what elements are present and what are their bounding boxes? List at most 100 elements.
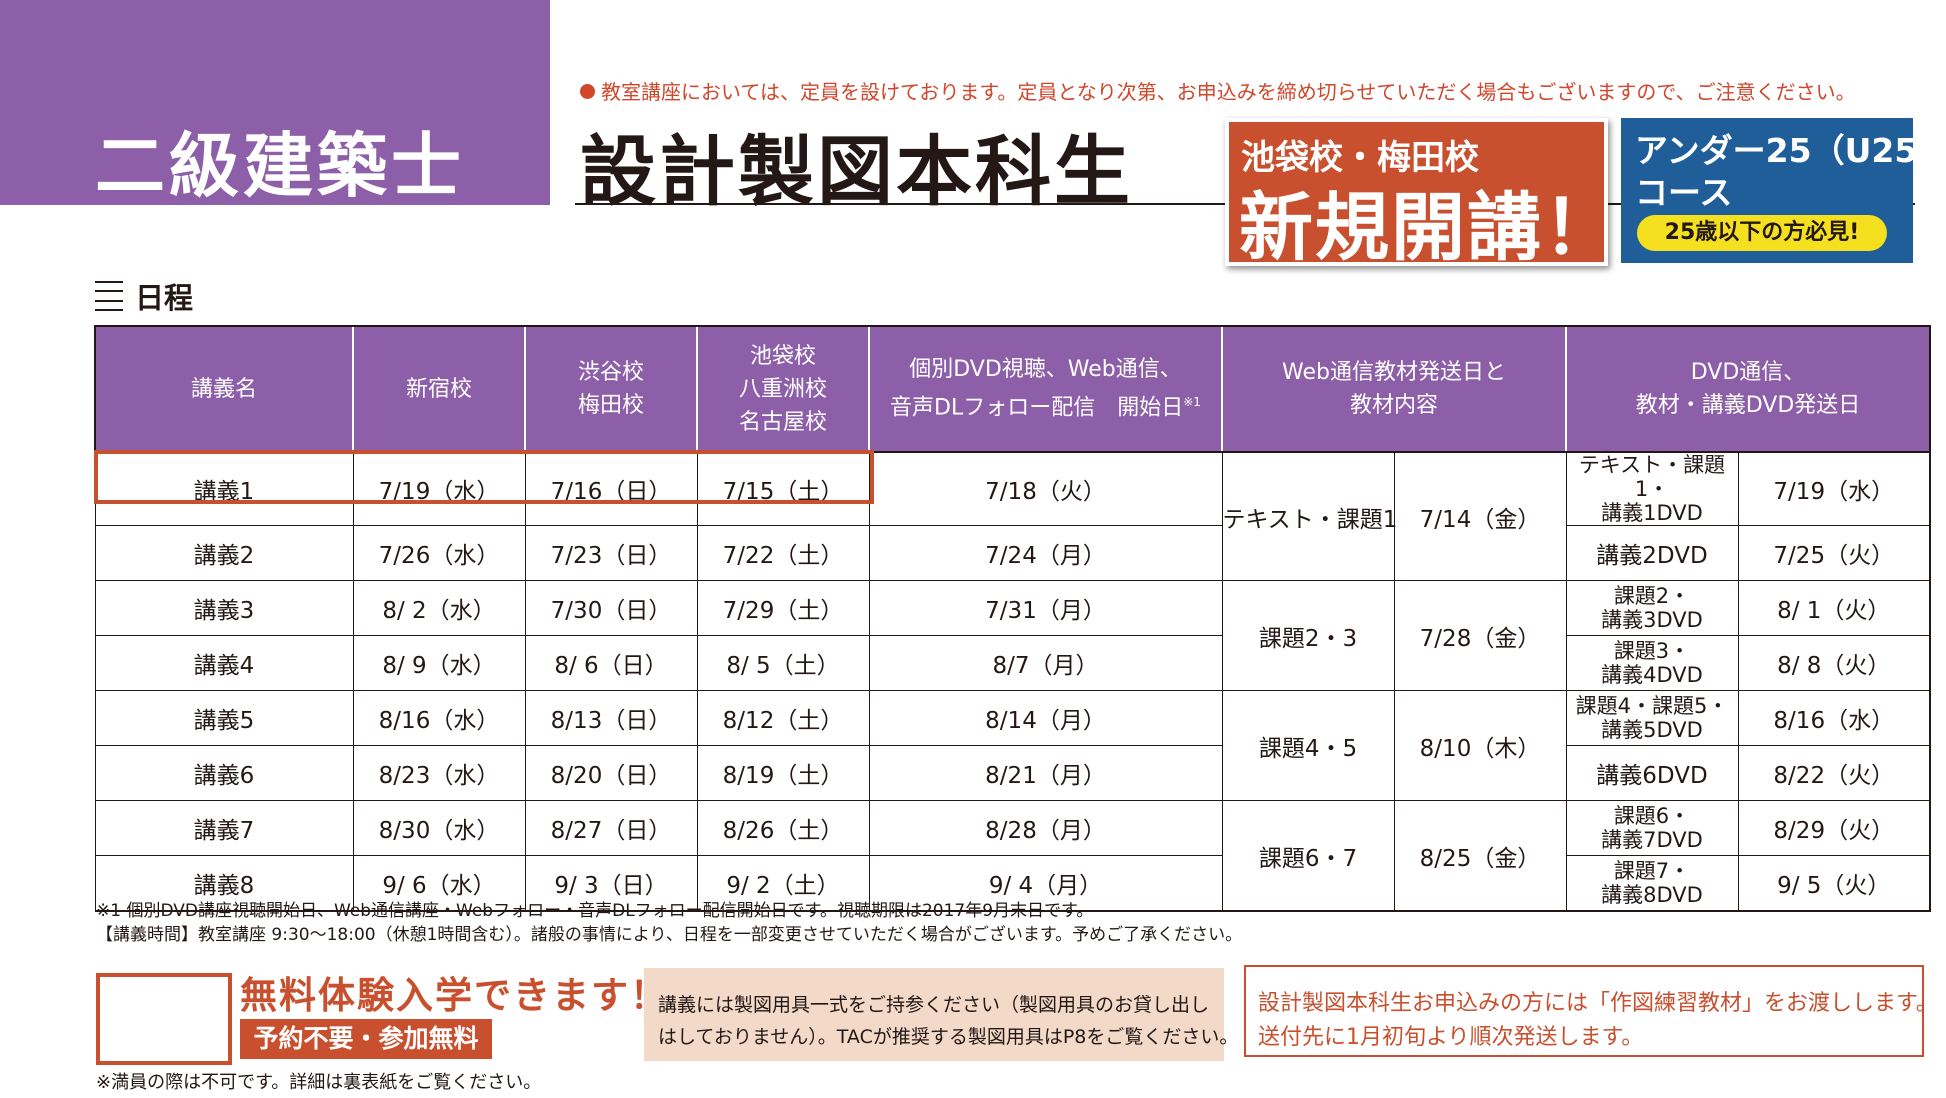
shibuya-date: 8/27（日）	[524, 800, 698, 856]
col-shinjuku: 新宿校	[352, 325, 525, 453]
capacity-notice: 教室講座においては、定員を設けております。定員となり次第、お申込みを締め切らせて…	[580, 76, 1856, 105]
u25-badge-line2: コース	[1635, 173, 1733, 212]
lecture-name: 講義2	[94, 525, 354, 581]
shinjuku-date: 8/16（水）	[352, 690, 526, 746]
trial-footnote: ※満員の際は不可です。詳細は裏表紙をご覧ください。	[96, 1072, 542, 1093]
dvd-date: 9/ 5（火）	[1737, 855, 1932, 912]
dvd-date: 8/29（火）	[1737, 800, 1932, 856]
dvd-item: 講義6DVD	[1565, 745, 1739, 801]
table-row: 講義5 8/16（水） 8/13（日） 8/12（土） 8/14（月） 課題4・…	[94, 690, 1932, 801]
shinjuku-date: 8/30（水）	[352, 800, 526, 856]
drafting-tools-notice: 講義には製図用具一式をご持参ください（製図用具のお貸し出し はしておりません）。…	[644, 968, 1238, 1061]
new-badge-headline: 新規開講！	[1239, 185, 1619, 271]
table-row: 講義2 7/26（水） 7/23（日） 7/22（土） 7/24（月） 講義2D…	[94, 525, 1932, 581]
start-date: 8/14（月）	[868, 690, 1223, 746]
gift-notice-line1: 設計製図本科生お申込みの方には「作図練習教材」をお渡しします。	[1258, 991, 1938, 1016]
dvd-date: 8/ 1（火）	[1737, 580, 1932, 636]
ikebukuro-date: 8/ 5（土）	[696, 635, 870, 691]
dvd-date: 8/16（水）	[1737, 690, 1932, 746]
dvd-item-line2: 講義7DVD	[1601, 828, 1703, 852]
dvd-item-line2: 講義5DVD	[1601, 718, 1703, 742]
col-shibuya-line2: 梅田校	[577, 393, 644, 418]
col-dvd-shipping: DVD通信、 教材・講義DVD発送日	[1564, 325, 1932, 453]
dvd-item-line1: 課題4・課題5・	[1575, 694, 1729, 718]
dvd-item-line1: 課題6・	[1613, 804, 1691, 828]
capacity-notice-text: 教室講座においては、定員を設けております。定員となり次第、お申込みを締め切らせて…	[601, 80, 1856, 104]
col-web-shipping: Web通信教材発送日と 教材内容	[1221, 325, 1566, 453]
dvd-item: 講義2DVD	[1565, 525, 1739, 581]
dvd-item-line2: 講義3DVD	[1601, 608, 1703, 632]
schedule-heading: 日程	[95, 275, 193, 317]
web-content: 課題2・3	[1221, 580, 1395, 691]
dvd-item-line1: 課題7・	[1613, 859, 1691, 883]
new-badge-campuses: 池袋校・梅田校	[1241, 138, 1479, 178]
ikebukuro-date: 9/ 2（土）	[696, 855, 870, 912]
ikebukuro-date: 8/19（土）	[696, 745, 870, 801]
col-lecture: 講義名	[94, 325, 353, 453]
new-course-badge: 池袋校・梅田校 新規開講！	[1225, 118, 1617, 271]
col-ikebukuro: 池袋校 八重洲校 名古屋校	[696, 325, 869, 453]
col-dvd-start-note: ※1	[1183, 395, 1201, 410]
start-date: 9/ 4（月）	[868, 855, 1223, 912]
practice-material-notice: 設計製図本科生お申込みの方には「作図練習教材」をお渡しします。 送付先に1月初旬…	[1244, 965, 1938, 1057]
table-row: 講義6 8/23（水） 8/20（日） 8/19（土） 8/21（月） 講義6D…	[94, 745, 1932, 801]
shibuya-date: 8/ 6（日）	[524, 635, 698, 691]
dvd-date: 8/ 8（火）	[1737, 635, 1932, 691]
dvd-item-line1: 課題2・	[1613, 584, 1691, 608]
dvd-item: 課題2・ 講義3DVD	[1565, 580, 1739, 636]
web-date: 7/14（金）	[1393, 451, 1567, 581]
shinjuku-date: 8/ 9（水）	[352, 635, 526, 691]
heading-lines-icon	[95, 281, 123, 311]
dvd-item-line2: 講義8DVD	[1601, 883, 1703, 907]
shibuya-date: 7/23（日）	[524, 525, 698, 581]
web-content: 課題4・5	[1221, 690, 1395, 801]
start-date: 8/7（月）	[868, 635, 1223, 691]
exam-name: 二級建築士	[95, 125, 465, 207]
table-row: 講義7 8/30（水） 8/27（日） 8/26（土） 8/28（月） 課題6・…	[94, 800, 1932, 912]
gift-notice-line2: 送付先に1月初旬より順次発送します。	[1258, 1025, 1644, 1050]
web-content: テキスト・課題1	[1221, 451, 1397, 581]
lecture-name: 講義7	[94, 800, 354, 856]
col-ikebukuro-line2: 八重洲校	[738, 376, 827, 402]
shinjuku-date: 8/23（水）	[352, 745, 526, 801]
start-date: 8/28（月）	[868, 800, 1223, 856]
col-dvd-start: 個別DVD視聴、Web通信、音声DLフォロー配信 開始日※1	[868, 325, 1222, 453]
lecture-name: 講義4	[94, 635, 354, 691]
lecture-name: 講義6	[94, 745, 354, 801]
tools-notice-line2: はしておりません）。TACが推奨する製図用具はP8をご覧ください。	[658, 1026, 1239, 1048]
table-row: 講義4 8/ 9（水） 8/ 6（日） 8/ 5（土） 8/7（月） 課題3・講…	[94, 635, 1932, 691]
col-dvd-start-line1: 個別DVD視聴、Web通信、	[909, 357, 1182, 383]
dvd-item-line1: 課題3・	[1613, 639, 1691, 663]
shibuya-date: 8/20（日）	[524, 745, 698, 801]
table-row: 講義3 8/ 2（水） 7/30（日） 7/29（土） 7/31（月） 課題2・…	[94, 580, 1932, 691]
schedule-table: 講義名 新宿校 渋谷校 梅田校 池袋校 八重洲校 名古屋校 個別DVD視聴、Web通信…	[94, 325, 1932, 912]
col-shibuya-line1: 渋谷校	[577, 360, 644, 385]
start-date: 8/21（月）	[868, 745, 1223, 801]
start-date: 7/18（火）	[868, 451, 1223, 526]
dvd-date: 7/25（火）	[1737, 525, 1932, 581]
u25-badge-pill: 25歳以下の方必見!	[1637, 215, 1887, 251]
dvd-item: 課題3・ 講義4DVD	[1565, 635, 1739, 691]
ikebukuro-date: 8/12（土）	[696, 690, 870, 746]
col-dvd-start-line2-wrap: 音声DLフォロー配信 開始日※1	[874, 386, 1217, 424]
lecture-name: 講義3	[94, 580, 354, 636]
web-date: 8/10（木）	[1393, 690, 1567, 801]
web-date: 7/28（金）	[1393, 580, 1567, 691]
course-title: 設計製図本科生	[580, 127, 1133, 216]
trial-headline: 無料体験入学できます！	[240, 974, 669, 1017]
shibuya-date: 7/30（日）	[524, 580, 698, 636]
u25-course-badge: アンダー25（U25） コース 25歳以下の方必見!	[1621, 118, 1946, 263]
dvd-item-line2: 講義1DVD	[1601, 501, 1703, 525]
dvd-item: 課題7・ 講義8DVD	[1565, 855, 1739, 912]
start-date: 7/31（月）	[868, 580, 1223, 636]
table-row: 講義8 9/ 6（水） 9/ 3（日） 9/ 2（土） 9/ 4（月） 課題7・…	[94, 855, 1932, 912]
web-content: 課題6・7	[1221, 800, 1395, 912]
shinjuku-date: 7/26（水）	[352, 525, 526, 581]
dvd-item-line2: 講義4DVD	[1601, 663, 1703, 687]
col-ikebukuro-line3: 名古屋校	[738, 409, 827, 435]
col-dvdship-line2: 教材・講義DVD発送日	[1635, 393, 1861, 418]
trial-tag: 予約不要・参加無料	[240, 1019, 492, 1059]
lecture-name: 講義8	[94, 855, 354, 912]
schedule-heading-text: 日程	[135, 281, 194, 315]
tools-notice-line1: 講義には製図用具一式をご持参ください（製図用具のお貸し出し	[658, 994, 1210, 1016]
